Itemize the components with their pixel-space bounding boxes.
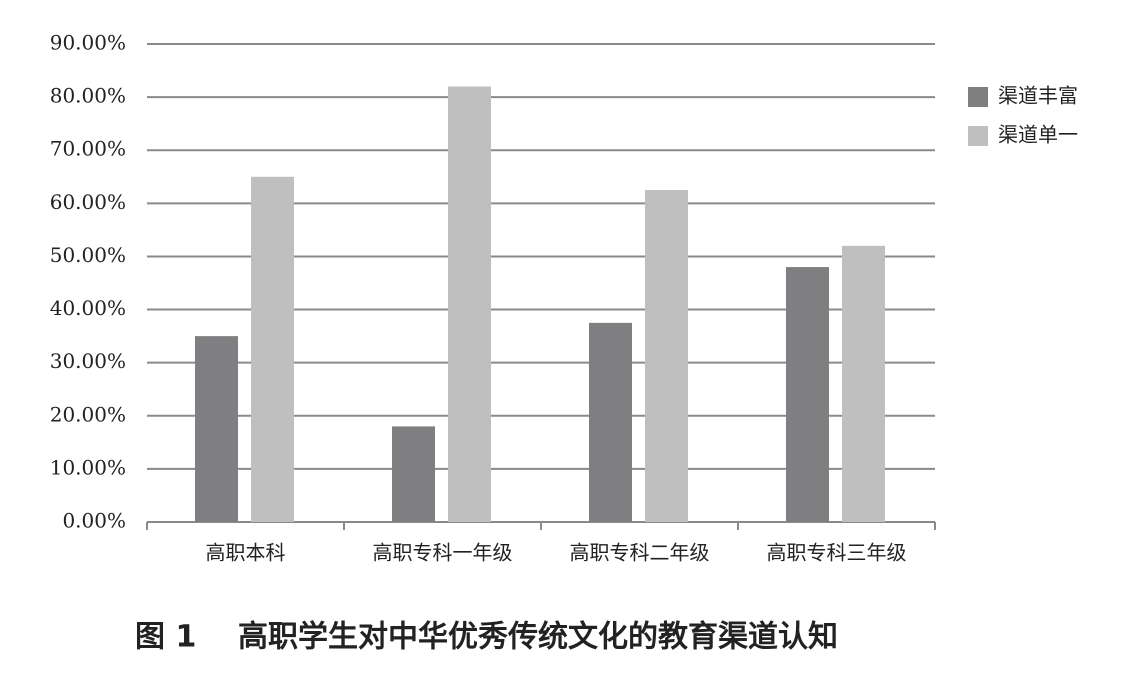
y-tick-label: 50.00% — [50, 243, 126, 267]
y-tick-label: 70.00% — [50, 137, 126, 161]
bar — [645, 190, 688, 523]
y-tick-label: 0.00% — [62, 509, 126, 533]
legend-swatch — [968, 126, 988, 146]
bar — [448, 86, 491, 522]
x-tick-label: 高职专科三年级 — [767, 541, 907, 565]
bar — [195, 336, 238, 522]
bar — [251, 176, 294, 522]
y-tick-label: 80.00% — [50, 84, 126, 108]
legend-label: 渠道丰富 — [998, 84, 1078, 108]
legend-swatch — [968, 87, 988, 107]
y-tick-label: 40.00% — [50, 296, 126, 320]
y-tick-label: 10.00% — [50, 455, 126, 479]
bar — [392, 426, 435, 522]
x-tick-label: 高职专科二年级 — [570, 541, 710, 565]
y-tick-label: 20.00% — [50, 402, 126, 426]
bar — [842, 245, 885, 523]
chart-title: 高职学生对中华优秀传统文化的教育渠道认知 — [238, 620, 838, 655]
y-tick-label: 30.00% — [50, 349, 126, 373]
x-tick-label: 高职专科一年级 — [373, 541, 513, 565]
bar — [589, 322, 632, 522]
y-tick-label: 90.00% — [50, 31, 126, 55]
figure-label: 图 1 — [135, 620, 196, 655]
x-tick-label: 高职本科 — [206, 541, 286, 565]
y-tick-label: 60.00% — [50, 190, 126, 214]
legend-label: 渠道单一 — [998, 123, 1078, 147]
bar — [786, 267, 829, 522]
